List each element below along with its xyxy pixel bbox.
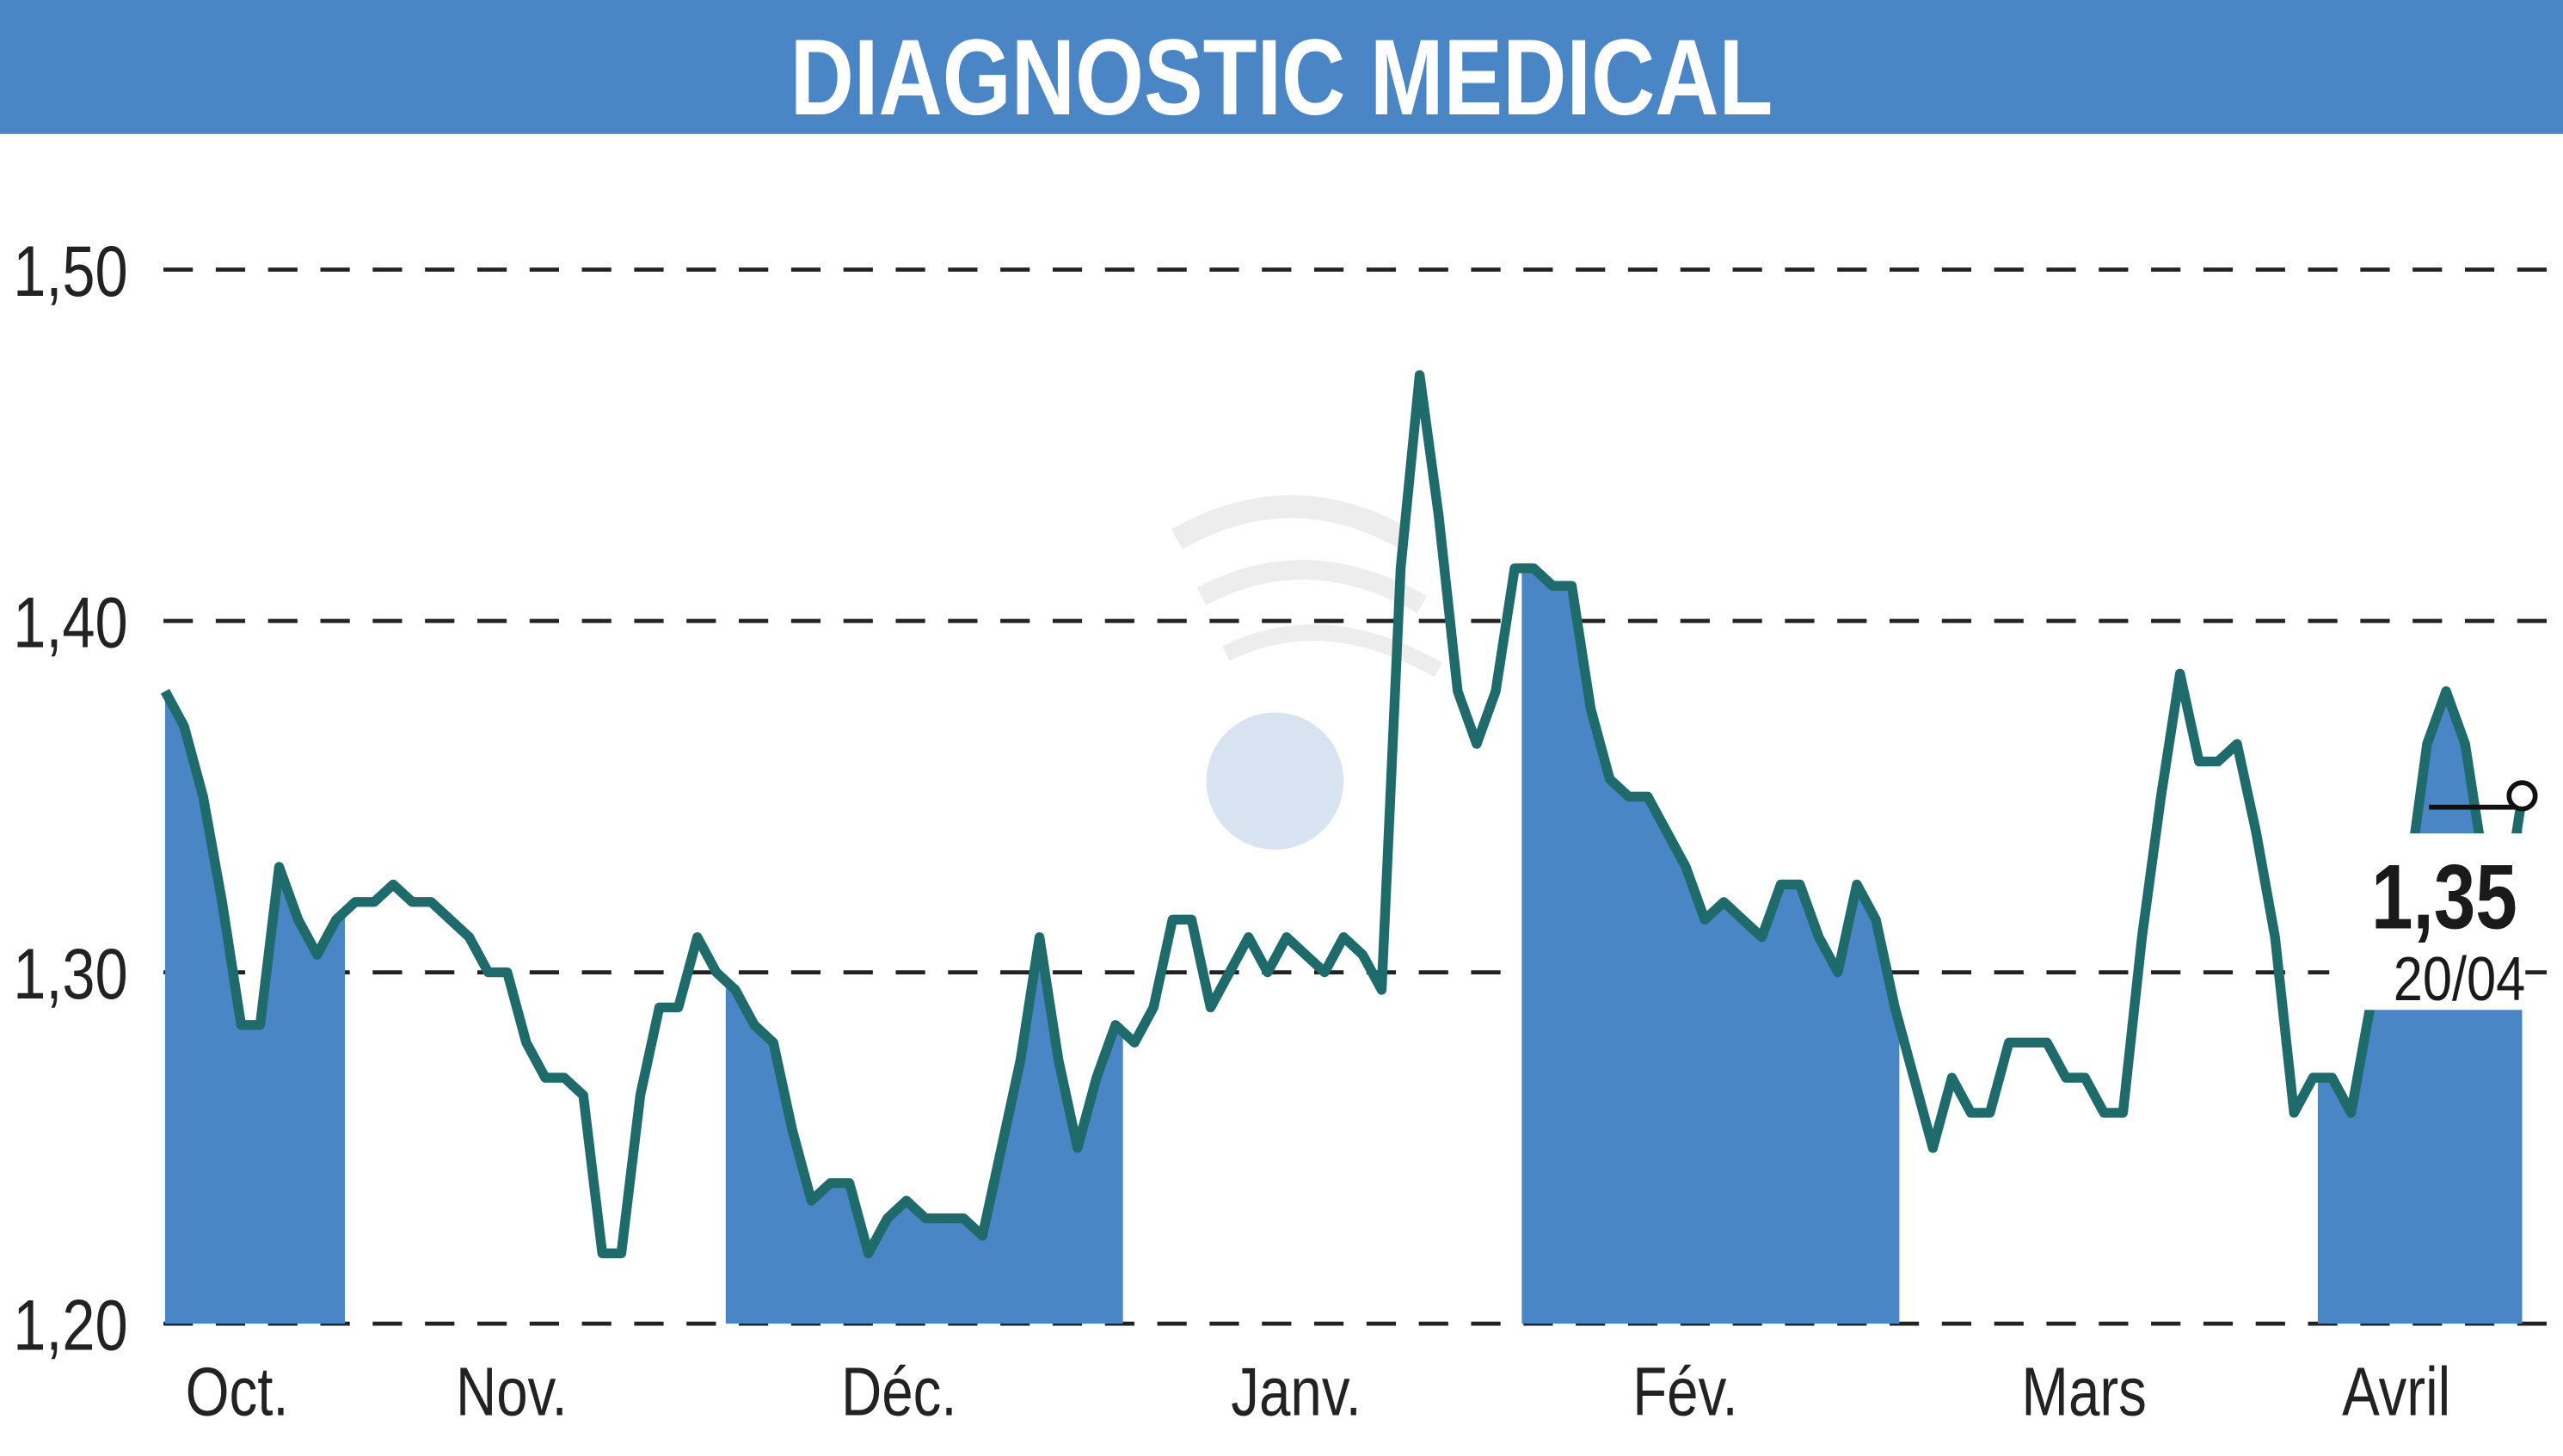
title-bar: [0, 0, 2563, 134]
chart-title: DIAGNOSTIC MEDICAL: [790, 17, 1773, 138]
y-tick-label: 1,50: [13, 232, 127, 312]
last-date: 20/04: [2394, 944, 2526, 1014]
y-tick-label: 1,40: [13, 583, 127, 663]
watermark-logo: [1171, 495, 1443, 851]
x-tick-label: Janv.: [1231, 1354, 1361, 1430]
last-value: 1,35: [2371, 845, 2517, 948]
last-value-label-bg: [2329, 833, 2526, 1011]
x-tick-label: Fév.: [1632, 1354, 1737, 1430]
x-tick-label: Nov.: [456, 1354, 568, 1430]
x-tick-label: Mars: [2021, 1354, 2146, 1430]
y-tick-label: 1,30: [13, 935, 127, 1015]
x-tick-label: Oct.: [186, 1354, 289, 1430]
x-tick-label: Avril: [2342, 1354, 2450, 1430]
month-shaded-area: [725, 937, 1123, 1324]
x-tick-label: Déc.: [841, 1354, 957, 1430]
month-shaded-area: [1521, 568, 1900, 1324]
last-value-marker: [2506, 780, 2538, 812]
y-tick-label: 1,20: [13, 1286, 127, 1366]
